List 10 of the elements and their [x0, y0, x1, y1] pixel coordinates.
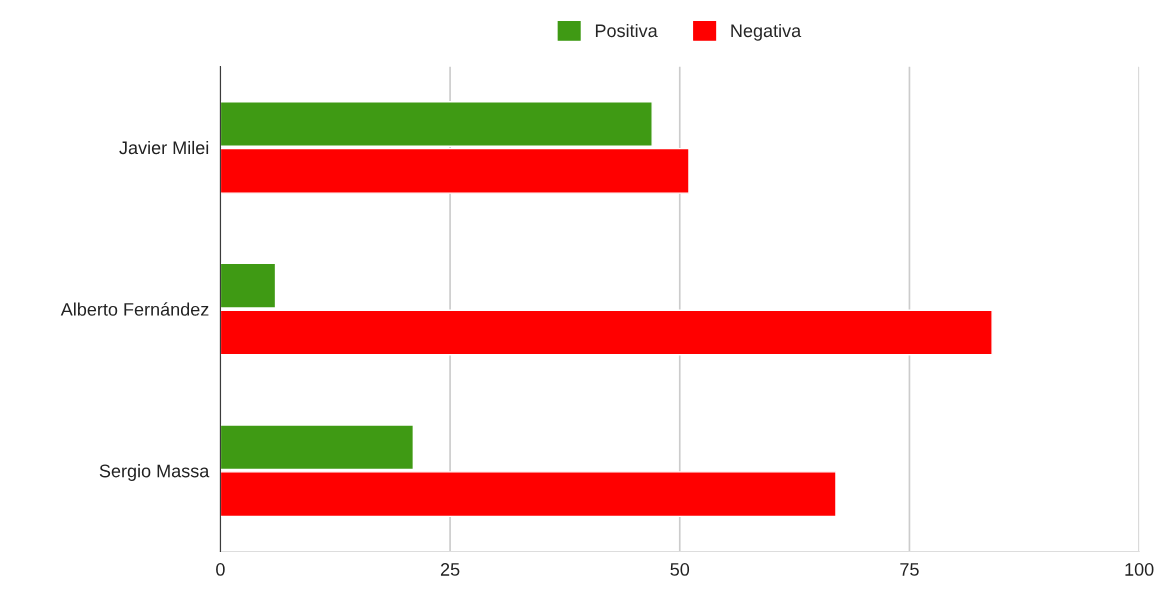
legend-label: Negativa [731, 23, 802, 41]
y-tick-label: Javier Milei [119, 140, 209, 155]
y-tick-label: Alberto Fernández [60, 302, 209, 316]
x-tick-label: 0 [216, 563, 225, 576]
x-tick-label: 50 [670, 563, 690, 576]
y-tick-label: Sergio Massa [99, 464, 210, 481]
legend-label: Positiva [595, 23, 658, 38]
x-tick-label: 100 [1125, 563, 1154, 576]
x-tick-label: 25 [440, 563, 460, 576]
x-tick-label: 75 [900, 563, 919, 576]
